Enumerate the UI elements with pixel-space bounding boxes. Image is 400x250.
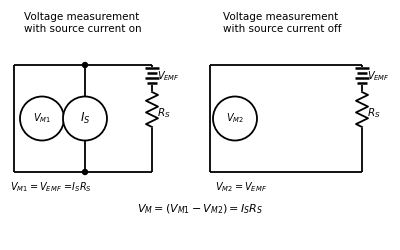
Text: $V_{EMF}$: $V_{EMF}$ — [157, 69, 180, 83]
Text: Voltage measurement
with source current on: Voltage measurement with source current … — [24, 12, 142, 34]
Text: $V_{M1}$: $V_{M1}$ — [33, 112, 51, 126]
Circle shape — [63, 96, 107, 140]
Circle shape — [82, 62, 88, 68]
Text: Voltage measurement
with source current off: Voltage measurement with source current … — [223, 12, 341, 34]
Text: $V_{M2}$: $V_{M2}$ — [226, 112, 244, 126]
Circle shape — [20, 96, 64, 140]
Circle shape — [213, 96, 257, 140]
Circle shape — [82, 170, 88, 174]
Text: $V_{M1} = V_{EMF}$ =$I_SR_S$: $V_{M1} = V_{EMF}$ =$I_SR_S$ — [10, 180, 92, 194]
Text: $V_{M2} = V_{EMF}$: $V_{M2} = V_{EMF}$ — [215, 180, 267, 194]
Text: $R_S$: $R_S$ — [367, 106, 380, 120]
Text: $V_M = (V_{M1} - V_{M2}) = I_SR_S$: $V_M = (V_{M1} - V_{M2}) = I_SR_S$ — [137, 202, 263, 215]
Text: $R_S$: $R_S$ — [157, 106, 170, 120]
Text: $V_{EMF}$: $V_{EMF}$ — [367, 69, 390, 83]
Text: $I_S$: $I_S$ — [80, 111, 90, 126]
